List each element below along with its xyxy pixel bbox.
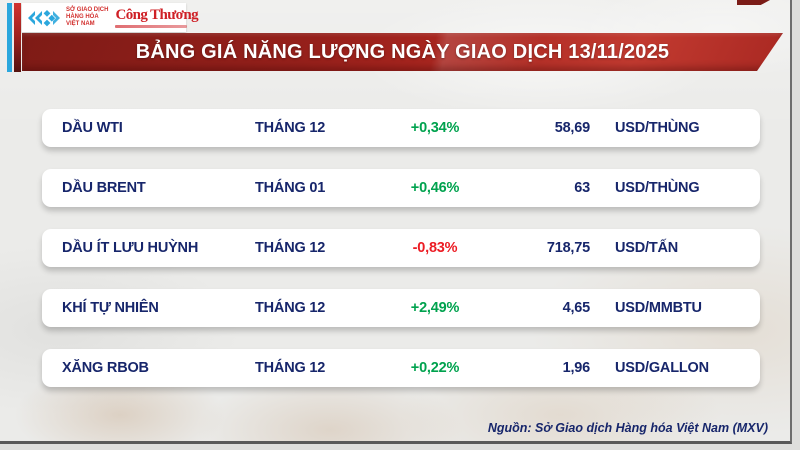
contract-month: THÁNG 12 (255, 300, 326, 316)
mxv-logo-line: HÀNG HÓA (66, 14, 99, 21)
price-value: 63 (574, 180, 590, 196)
mxv-logo-line: SỞ GIAO DỊCH (66, 7, 109, 14)
price-row: DẦU ÍT LƯU HUỲNH THÁNG 12 -0,83% 718,75 … (42, 229, 760, 267)
change-percent: +0,22% (410, 360, 460, 376)
price-unit: USD/MMBTU (615, 300, 702, 316)
price-row: KHÍ TỰ NHIÊN THÁNG 12 +2,49% 4,65 USD/MM… (42, 289, 760, 327)
price-unit: USD/GALLON (615, 360, 709, 376)
commodity-name: KHÍ TỰ NHIÊN (62, 300, 159, 316)
page-title: BẢNG GIÁ NĂNG LƯỢNG NGÀY GIAO DỊCH 13/11… (135, 40, 670, 63)
price-unit: USD/TẤN (615, 240, 679, 256)
left-accent-stripe-red (14, 3, 21, 72)
price-value: 1,96 (562, 360, 591, 376)
contract-month: THÁNG 12 (255, 360, 326, 376)
left-accent-stripe-cyan (7, 3, 12, 72)
contract-month: THÁNG 12 (255, 240, 326, 256)
price-rows: DẦU WTI THÁNG 12 +0,34% 58,69 USD/THÙNG … (42, 109, 760, 387)
price-row: DẦU BRENT THÁNG 01 +0,46% 63 USD/THÙNG (42, 169, 760, 207)
price-unit: USD/THÙNG (615, 180, 700, 196)
change-percent: -0,83% (412, 240, 458, 256)
price-value: 4,65 (562, 300, 591, 316)
logo-box: SỞ GIAO DỊCH HÀNG HÓA VIỆT NAM Công Thươ… (22, 3, 199, 32)
price-row: XĂNG RBOB THÁNG 12 +0,22% 1,96 USD/GALLO… (42, 349, 760, 387)
mxv-logo-text: SỞ GIAO DỊCH HÀNG HÓA VIỆT NAM (66, 7, 108, 27)
price-unit: USD/THÙNG (615, 120, 700, 136)
commodity-name: DẦU WTI (62, 120, 123, 136)
price-value: 58,69 (554, 120, 590, 136)
commodity-name: XĂNG RBOB (62, 360, 149, 376)
price-value: 718,75 (546, 240, 590, 256)
change-percent: +2,49% (410, 300, 460, 316)
contract-month: THÁNG 12 (255, 120, 326, 136)
change-percent: +0,34% (410, 120, 460, 136)
title-banner: BẢNG GIÁ NĂNG LƯỢNG NGÀY GIAO DỊCH 13/11… (22, 33, 783, 71)
commodity-name: DẦU BRENT (62, 180, 146, 196)
cong-thuong-logo: Công Thương (115, 6, 199, 28)
mxv-logo-line: VIỆT NAM (66, 20, 95, 27)
top-right-red-accent (737, 0, 770, 5)
source-note: Nguồn: Sở Giao dịch Hàng hóa Việt Nam (M… (487, 421, 768, 435)
commodity-name: DẦU ÍT LƯU HUỲNH (62, 240, 199, 256)
infographic-page: SỞ GIAO DỊCH HÀNG HÓA VIỆT NAM Công Thươ… (0, 0, 792, 444)
price-row: DẦU WTI THÁNG 12 +0,34% 58,69 USD/THÙNG (42, 109, 760, 147)
cong-thuong-wordmark: Công Thương (115, 6, 199, 23)
change-percent: +0,46% (410, 180, 460, 196)
contract-month: THÁNG 01 (255, 180, 326, 196)
cong-thuong-tagline-bar (115, 24, 188, 28)
mxv-logo-icon (28, 9, 60, 26)
